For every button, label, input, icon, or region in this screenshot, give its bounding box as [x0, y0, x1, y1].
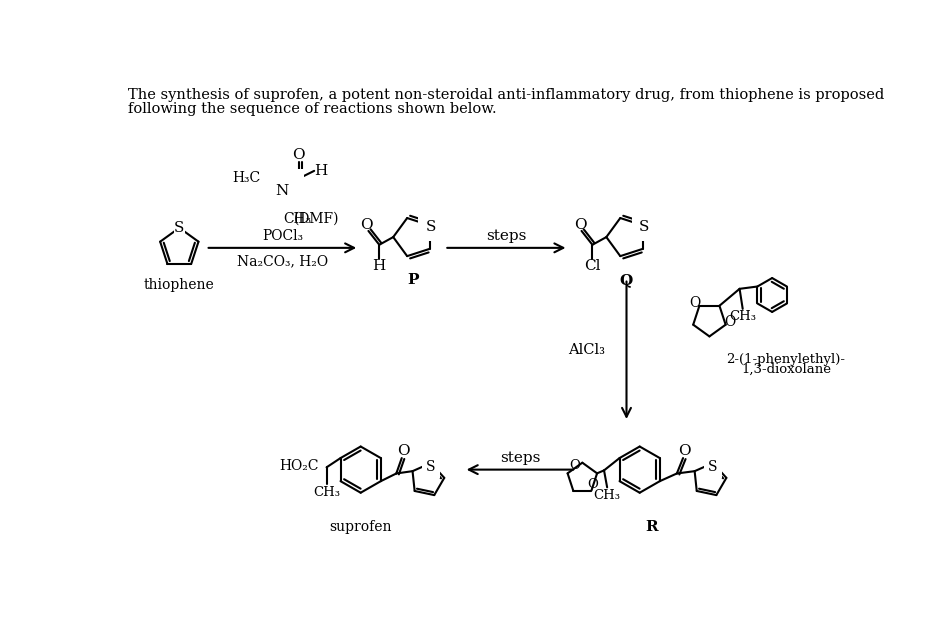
Text: (DMF): (DMF): [294, 212, 340, 226]
Text: Q: Q: [620, 273, 633, 287]
Text: N: N: [275, 184, 288, 198]
Text: steps: steps: [499, 451, 540, 465]
Text: AlCl₃: AlCl₃: [568, 344, 605, 357]
Text: HO₂C: HO₂C: [279, 459, 319, 473]
Text: S: S: [426, 220, 437, 234]
Text: O: O: [725, 315, 736, 329]
Text: CH₃: CH₃: [729, 310, 756, 323]
Text: thiophene: thiophene: [144, 278, 215, 292]
Text: S: S: [639, 220, 650, 234]
Text: S: S: [708, 460, 718, 474]
Text: Na₂CO₃, H₂O: Na₂CO₃, H₂O: [237, 254, 328, 268]
Text: O: O: [573, 218, 587, 232]
Text: POCl₃: POCl₃: [262, 229, 303, 244]
Text: S: S: [174, 221, 184, 235]
Text: O: O: [292, 149, 305, 162]
Text: P: P: [408, 273, 419, 287]
Text: CH₃: CH₃: [593, 489, 621, 503]
Text: steps: steps: [486, 229, 527, 244]
Text: suprofen: suprofen: [329, 520, 392, 535]
Text: Cl: Cl: [584, 260, 601, 273]
Text: H: H: [373, 258, 386, 272]
Text: The synthesis of suprofen, a potent non-steroidal anti-inflammatory drug, from t: The synthesis of suprofen, a potent non-…: [128, 88, 884, 103]
Text: CH₃: CH₃: [283, 212, 311, 226]
Text: S: S: [426, 460, 436, 474]
Text: following the sequence of reactions shown below.: following the sequence of reactions show…: [128, 101, 496, 115]
Text: O: O: [360, 218, 373, 232]
Text: O: O: [397, 444, 410, 458]
Text: 2-(1-phenylethyl)-: 2-(1-phenylethyl)-: [727, 353, 845, 366]
Text: H: H: [314, 164, 327, 178]
Text: O: O: [689, 296, 700, 310]
Text: 1,3-dioxolane: 1,3-dioxolane: [741, 363, 831, 376]
Text: O: O: [678, 444, 691, 458]
Text: O: O: [569, 459, 580, 472]
Text: CH₃: CH₃: [313, 487, 340, 499]
Text: O: O: [588, 478, 598, 491]
Text: R: R: [645, 520, 657, 535]
Text: H₃C: H₃C: [233, 171, 261, 185]
